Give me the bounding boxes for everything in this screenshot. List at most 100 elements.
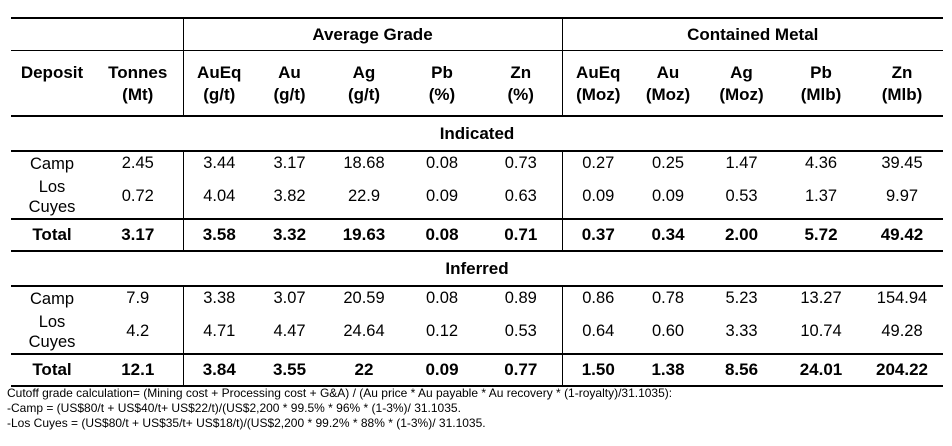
aueq-metal-cell: 0.86 [561, 286, 634, 310]
col-header-unit: (Moz) [719, 85, 764, 104]
ag-grade-cell: 22.9 [347, 187, 381, 205]
col-header-unit: (g/t) [347, 85, 381, 104]
ag-metal-cell: 8.56 [702, 353, 781, 387]
aueq-metal-cell: 0.37 [561, 218, 634, 251]
col-header-unit: (g/t) [273, 85, 306, 104]
pb-metal-cell: 1.37 [804, 187, 838, 205]
col-header-unit: (Mt) [122, 85, 154, 104]
ag-grade-cell: 24.64 [343, 322, 385, 340]
tonnes-cell: 7.9 [126, 289, 150, 307]
ag-metal-cell: 1.47 [725, 154, 758, 172]
aueq-grade-cell: 3.44 [182, 151, 255, 175]
tonnes-cell: 3.17 [93, 218, 183, 251]
aueq-metal-cell: 0.09 [561, 175, 634, 219]
deposit-name: Los Cuyes [11, 175, 93, 219]
footnotes: Cutoff grade calculation= (Mining cost +… [7, 386, 672, 431]
zn-grade-cell: 0.89 [504, 289, 537, 307]
tonnes-cell: 12.1 [93, 353, 183, 387]
deposit-name-line: Los [38, 177, 66, 196]
au-metal-cell: 0.78 [651, 289, 685, 307]
total-label: Total [11, 353, 93, 387]
footnote-line: -Los Cuyes = (US$80/t + US$35/t+ US$18/t… [7, 416, 486, 430]
section-title: Inferred [11, 250, 943, 287]
tonnes-cell: 4.2 [126, 322, 150, 340]
aueq-metal-cell: 0.27 [561, 151, 634, 175]
ag-metal-cell: 2.00 [702, 218, 781, 251]
col-header-unit: (Mlb) [881, 85, 923, 104]
ag-metal-cell: 3.33 [725, 322, 758, 340]
aueq-grade-cell: 3.38 [182, 286, 255, 310]
section-title: Indicated [11, 115, 943, 152]
footnote-line: -Camp = (US$80/t + US$40/t+ US$22/t)/(US… [7, 401, 461, 415]
zn-metal-cell: 9.97 [885, 187, 919, 205]
total-row: Total 3.17 3.58 3.32 19.63 0.08 0.71 0.3… [11, 218, 943, 251]
au-grade-cell: 3.82 [273, 187, 306, 205]
pb-metal-cell: 4.36 [804, 154, 838, 172]
table-row: Los Cuyes 0.72 4.04 3.82 22.9 0.09 0.63 … [11, 175, 943, 219]
pb-grade-cell: 0.09 [425, 187, 459, 205]
au-grade-cell: 3.32 [255, 218, 324, 251]
section-header-row: Indicated [11, 115, 943, 152]
deposit-name: Camp [29, 289, 74, 308]
section-header-row: Inferred [11, 250, 943, 287]
col-header-name: AuEq [182, 50, 255, 83]
aueq-grade-cell: 4.71 [182, 310, 255, 354]
deposit-name: Los Cuyes [11, 310, 93, 354]
pb-metal-cell: 10.74 [800, 322, 842, 340]
au-metal-cell: 0.09 [651, 187, 685, 205]
pb-grade-cell: 0.09 [404, 353, 480, 387]
deposit-name: Camp [29, 154, 74, 173]
au-metal-cell: 1.38 [634, 353, 702, 387]
zn-grade-cell: 0.63 [504, 187, 537, 205]
ag-grade-cell: 22 [324, 353, 404, 387]
header-group-row: Average Grade Contained Metal [11, 17, 943, 51]
col-header-name: Ag [702, 50, 781, 83]
deposit-name-line: Cuyes [28, 332, 76, 351]
col-header-name: Pb [404, 50, 480, 83]
au-metal-cell: 0.34 [634, 218, 702, 251]
footnote-line: Cutoff grade calculation= (Mining cost +… [7, 386, 673, 400]
col-header-unit [11, 83, 93, 116]
group-header-contained-metal: Contained Metal [561, 17, 943, 51]
ag-grade-cell: 20.59 [343, 289, 385, 307]
group-header-average-grade: Average Grade [182, 17, 562, 51]
table-row: Camp 7.9 3.38 3.07 20.59 0.08 0.89 0.86 … [11, 286, 943, 310]
zn-metal-cell: 154.94 [876, 289, 928, 307]
zn-metal-cell: 204.22 [861, 353, 943, 387]
ag-grade-cell: 19.63 [324, 218, 404, 251]
col-header-name: AuEq [561, 50, 634, 83]
col-header-unit: (Mlb) [800, 85, 842, 104]
col-header-unit: (%) [507, 85, 534, 104]
col-header-name: Deposit [11, 50, 93, 83]
header-blank-cell [11, 17, 183, 51]
header-unit-row: (Mt) (g/t) (g/t) (g/t) (%) (%) (Moz) (Mo… [11, 83, 943, 116]
aueq-metal-cell: 1.50 [561, 353, 634, 387]
col-header-unit: (g/t) [182, 83, 255, 116]
deposit-name-line: Cuyes [28, 197, 76, 216]
zn-grade-cell: 0.53 [504, 322, 537, 340]
au-metal-cell: 0.60 [651, 322, 685, 340]
zn-grade-cell: 0.77 [480, 353, 562, 387]
col-header-name: Zn [861, 50, 943, 83]
pb-grade-cell: 0.12 [425, 322, 459, 340]
col-header-unit: (%) [428, 85, 456, 104]
au-grade-cell: 4.47 [273, 322, 306, 340]
aueq-grade-cell: 3.84 [182, 353, 255, 387]
aueq-grade-cell: 4.04 [182, 175, 255, 219]
total-label: Total [11, 218, 93, 251]
tonnes-cell: 2.45 [121, 154, 154, 172]
pb-metal-cell: 5.72 [781, 218, 861, 251]
col-header-unit: (Moz) [645, 85, 691, 104]
au-grade-cell: 3.55 [255, 353, 324, 387]
deposit-name-line: Los [38, 312, 66, 331]
col-header-unit: (Moz) [561, 83, 634, 116]
header-name-row: Deposit Tonnes AuEq Au Ag Pb Zn AuEq Au … [11, 50, 943, 83]
resource-table: Average Grade Contained Metal Deposit To… [11, 17, 943, 387]
pb-metal-cell: 13.27 [800, 289, 842, 307]
pb-grade-cell: 0.08 [425, 154, 459, 172]
ag-grade-cell: 18.68 [343, 154, 385, 172]
col-header-name: Au [255, 50, 324, 83]
ag-metal-cell: 0.53 [725, 187, 758, 205]
zn-grade-cell: 0.73 [504, 154, 537, 172]
zn-metal-cell: 39.45 [881, 154, 923, 172]
